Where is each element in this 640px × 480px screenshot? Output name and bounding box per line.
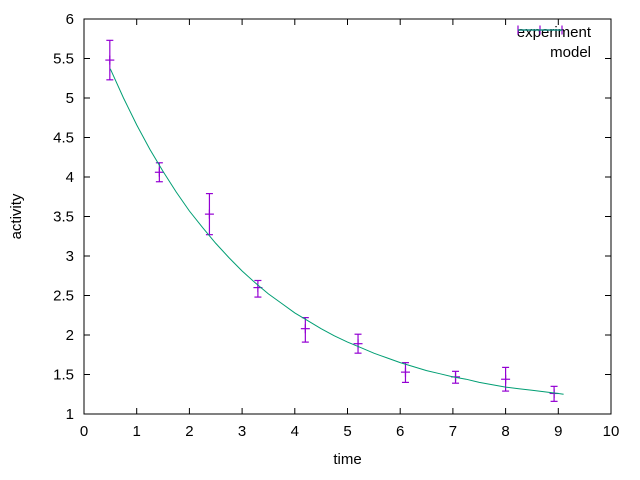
y-tick-label: 2 <box>66 327 74 344</box>
legend-label-model: model <box>550 43 591 61</box>
model-line-sample-icon <box>517 29 562 31</box>
y-tick-label: 3 <box>66 248 74 265</box>
y-tick-label: 5 <box>66 90 74 107</box>
x-tick-label: 4 <box>291 423 299 440</box>
x-tick-label: 3 <box>238 423 246 440</box>
y-tick-label: 1 <box>66 406 74 423</box>
y-tick-label: 5.5 <box>53 51 74 68</box>
x-tick-label: 10 <box>603 423 620 440</box>
model-curve <box>109 68 564 395</box>
experiment-series <box>105 39 559 402</box>
plot-border <box>83 18 612 415</box>
x-axis-title: time <box>333 451 361 468</box>
x-tick-label: 6 <box>396 423 404 440</box>
y-tick-label: 4 <box>66 169 74 186</box>
x-tick-label: 7 <box>449 423 457 440</box>
x-tick-label: 9 <box>554 423 562 440</box>
y-tick-label: 3.5 <box>53 209 74 226</box>
y-tick-label: 1.5 <box>53 367 74 384</box>
axis-ticks <box>83 18 612 415</box>
x-tick-label: 5 <box>343 423 351 440</box>
legend: experiment model <box>516 23 591 61</box>
y-tick-label: 2.5 <box>53 288 74 305</box>
data-series <box>105 39 564 402</box>
x-tick-label: 0 <box>80 423 88 440</box>
y-axis-title: activity <box>8 193 25 239</box>
x-tick-label: 1 <box>133 423 141 440</box>
legend-item-model: model <box>517 29 591 61</box>
x-tick-label: 2 <box>185 423 193 440</box>
legend-label-experiment: experiment <box>516 23 591 41</box>
x-tick-label: 8 <box>501 423 509 440</box>
y-tick-label: 6 <box>66 11 74 28</box>
y-tick-label: 4.5 <box>53 130 74 147</box>
